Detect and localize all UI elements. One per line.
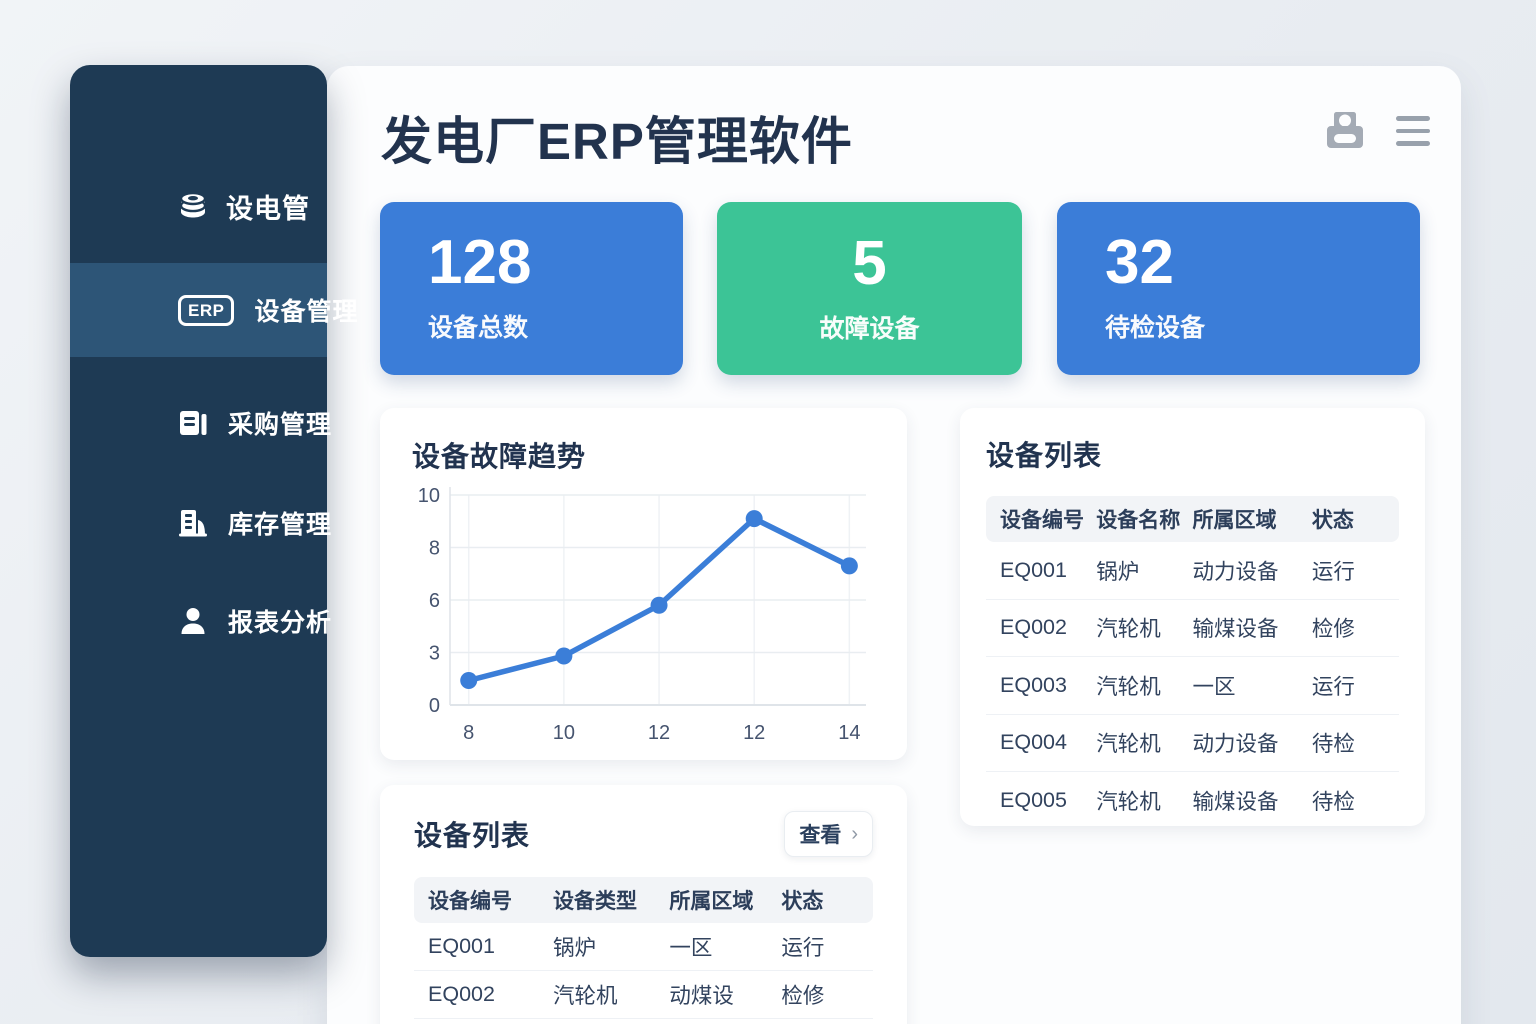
stat-value: 5: [852, 228, 887, 298]
stat-value: 128: [428, 228, 532, 297]
clipboard-icon: [180, 411, 207, 435]
stat-value: 32: [1105, 228, 1174, 297]
person-icon: [181, 608, 205, 634]
svg-text:10: 10: [553, 722, 575, 744]
equipment-list-panel-bottom: 设备列表 查看 › 设备编号 设备类型 所属区域 状态 EQ001 锅炉 一区 …: [380, 785, 907, 1024]
fault-trend-chart: 8 10 12 12 14 0 3 6 8 10: [418, 485, 866, 744]
app-logo: 设电管: [178, 187, 310, 226]
cell-id: EQ002: [428, 982, 495, 1006]
sidebar-item-procurement[interactable]: 采购管理: [70, 399, 331, 447]
cell-name: 汽轮机: [1096, 674, 1161, 699]
sidebar-item-inventory[interactable]: 库存管理: [70, 499, 331, 547]
view-button-label: 查看: [799, 824, 842, 847]
col-header: 状态: [781, 890, 824, 913]
cell-status: 待检: [1311, 790, 1355, 815]
panel-title: 设备列表: [986, 440, 1103, 471]
menu-icon[interactable]: [1392, 112, 1434, 150]
table-row[interactable]: EQ001 锅炉 一区 运行: [414, 923, 873, 971]
cell-area: 动煤设: [669, 984, 734, 1008]
cell-id: EQ004: [1000, 730, 1067, 755]
table-row[interactable]: EQ003 汽轮机 二区 待检: [414, 1019, 873, 1024]
table-row[interactable]: EQ002 汽轮机 动煤设 检修: [414, 971, 873, 1019]
svg-text:10: 10: [418, 485, 440, 507]
stat-label: 待检设备: [1105, 314, 1206, 342]
table-row[interactable]: EQ004 汽轮机 动力设备 待检: [986, 715, 1399, 772]
svg-text:12: 12: [743, 722, 765, 744]
cell-area: 一区: [669, 936, 713, 960]
stat-label: 设备总数: [428, 314, 529, 342]
stat-card-fault-equipment: 5 故障设备: [717, 202, 1022, 375]
table-row[interactable]: EQ002 汽轮机 输煤设备 检修: [986, 600, 1399, 657]
erp-badge-icon: ERP: [178, 294, 235, 326]
database-icon: [179, 191, 207, 217]
sidebar-item-label: 设备管理: [254, 298, 359, 326]
table-row[interactable]: EQ005 汽轮机 输煤设备 待检: [986, 772, 1399, 830]
warehouse-icon: [179, 510, 207, 537]
chart-title: 设备故障趋势: [412, 441, 587, 472]
sidebar-item-label: 库存管理: [228, 511, 333, 539]
cell-name: 汽轮机: [552, 984, 618, 1008]
stat-card-pending-inspection: 32 待检设备: [1057, 202, 1420, 375]
svg-text:8: 8: [463, 722, 474, 744]
table-header-row: 设备编号 设备类型 所属区域 状态: [414, 877, 873, 923]
cell-id: EQ005: [1000, 788, 1067, 813]
sidebar: 设电管 ERP 设备管理 采购管理 库存管理: [70, 65, 357, 957]
view-button[interactable]: 查看 ›: [784, 811, 873, 857]
col-header: 设备编号: [428, 890, 512, 913]
panel-title: 设备列表: [414, 820, 531, 851]
svg-text:12: 12: [648, 722, 670, 744]
header-actions: [1324, 110, 1434, 152]
cell-area: 动力设备: [1192, 559, 1279, 584]
col-header: 设备类型: [552, 890, 637, 913]
table-header-row: 设备编号 设备名称 所属区域 状态: [986, 496, 1399, 542]
cell-name: 汽轮机: [1096, 617, 1161, 642]
cell-area: 输煤设备: [1192, 790, 1279, 815]
cell-status: 运行: [781, 936, 825, 960]
col-header: 设备名称: [1096, 509, 1181, 532]
cell-name: 锅炉: [1096, 559, 1140, 584]
sidebar-item-equipment[interactable]: ERP 设备管理: [70, 263, 357, 357]
cell-id: EQ001: [1000, 557, 1067, 582]
cell-id: EQ002: [1000, 615, 1067, 640]
svg-text:0: 0: [429, 695, 440, 717]
stat-card-total-equipment: 128 设备总数: [380, 202, 683, 375]
cell-status: 检修: [1311, 617, 1355, 642]
col-header: 所属区域: [669, 890, 754, 913]
app-logo-label: 设电管: [226, 194, 310, 224]
user-badge-icon[interactable]: [1324, 110, 1368, 152]
cell-name: 汽轮机: [1096, 732, 1161, 757]
cell-id: EQ001: [428, 934, 495, 958]
sidebar-item-label: 报表分析: [228, 609, 333, 637]
cell-status: 检修: [781, 984, 825, 1008]
cell-area: 动力设备: [1192, 732, 1279, 757]
sidebar-item-label: 采购管理: [228, 411, 333, 439]
equipment-list-panel-right: 设备列表 设备编号 设备名称 所属区域 状态 EQ001 锅炉 动力设备 运行 …: [960, 408, 1425, 826]
chevron-right-icon: ›: [851, 822, 858, 845]
table-row[interactable]: EQ003 汽轮机 一区 运行: [986, 657, 1399, 715]
cell-area: 一区: [1192, 674, 1236, 699]
cell-name: 汽轮机: [1096, 790, 1161, 815]
svg-text:8: 8: [429, 538, 440, 560]
fault-trend-panel: 设备故障趋势 8 10 12 12 14 0 3 6 8 10: [380, 408, 907, 760]
cell-id: EQ003: [1000, 672, 1067, 697]
svg-text:14: 14: [838, 722, 860, 744]
page-title: 发电厂ERP管理软件: [381, 113, 853, 170]
svg-text:3: 3: [429, 643, 440, 665]
cell-status: 待检: [1311, 732, 1355, 757]
col-header: 状态: [1311, 509, 1354, 532]
sidebar-item-reports[interactable]: 报表分析: [70, 597, 331, 645]
cell-status: 运行: [1311, 559, 1355, 584]
cell-area: 输煤设备: [1192, 617, 1279, 642]
col-header: 设备编号: [1000, 509, 1084, 532]
stat-label: 故障设备: [819, 314, 920, 343]
cell-name: 锅炉: [552, 936, 596, 960]
svg-text:6: 6: [429, 590, 440, 612]
table-row[interactable]: EQ001 锅炉 动力设备 运行: [986, 542, 1399, 600]
cell-status: 运行: [1311, 674, 1355, 699]
col-header: 所属区域: [1192, 509, 1277, 532]
